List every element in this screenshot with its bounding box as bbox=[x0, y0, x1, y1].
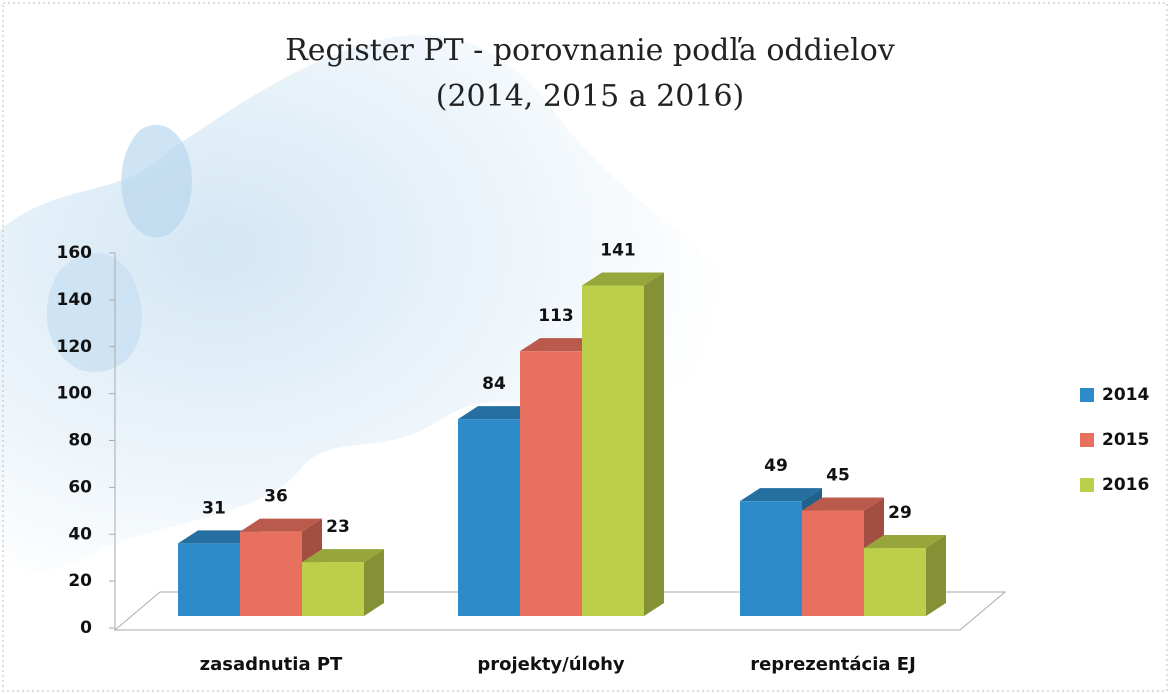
bar bbox=[864, 548, 926, 616]
bar bbox=[740, 501, 802, 616]
bar bbox=[458, 419, 520, 616]
bar-top bbox=[740, 488, 822, 502]
bar-top bbox=[458, 406, 540, 420]
value-label: 84 bbox=[482, 374, 506, 394]
bar bbox=[178, 543, 240, 616]
y-tick-label: 0 bbox=[80, 618, 92, 638]
legend-label: 2016 bbox=[1102, 475, 1149, 495]
value-label: 36 bbox=[264, 487, 288, 507]
legend-label: 2014 bbox=[1102, 385, 1149, 405]
legend-swatch bbox=[1080, 388, 1094, 402]
y-tick-label: 120 bbox=[57, 337, 93, 357]
value-label: 31 bbox=[202, 498, 226, 518]
bar-top bbox=[582, 272, 664, 286]
y-tick-label: 80 bbox=[68, 431, 92, 451]
value-label: 29 bbox=[888, 503, 912, 523]
bar-side bbox=[364, 549, 384, 616]
chart-subtitle: (2014, 2015 a 2016) bbox=[436, 79, 744, 114]
y-tick-label: 100 bbox=[57, 384, 93, 404]
x-tick-label: zasadnutia PT bbox=[200, 654, 343, 675]
bar bbox=[302, 562, 364, 616]
value-label: 49 bbox=[764, 456, 788, 476]
bar bbox=[520, 351, 582, 616]
bar-top bbox=[240, 518, 322, 532]
value-label: 113 bbox=[538, 306, 574, 326]
y-tick-label: 60 bbox=[68, 477, 92, 497]
bar-side bbox=[926, 535, 946, 616]
y-tick-label: 40 bbox=[68, 524, 92, 544]
map-shape bbox=[46, 253, 142, 372]
bar-top bbox=[302, 549, 384, 563]
chart-title: Register PT - porovnanie podľa oddielov bbox=[285, 33, 895, 68]
y-tick-label: 20 bbox=[68, 571, 92, 591]
value-label: 45 bbox=[826, 466, 850, 486]
bar-top bbox=[520, 338, 602, 352]
bar-top bbox=[178, 530, 260, 544]
map-shape bbox=[121, 124, 192, 238]
bar bbox=[802, 510, 864, 616]
value-label: 141 bbox=[600, 241, 636, 261]
legend-label: 2015 bbox=[1102, 430, 1149, 450]
x-tick-label: reprezentácia EJ bbox=[750, 654, 916, 675]
y-tick-label: 160 bbox=[57, 243, 93, 263]
bar-top bbox=[864, 535, 946, 549]
y-tick-label: 140 bbox=[57, 290, 93, 310]
x-tick-label: projekty/úlohy bbox=[477, 654, 625, 675]
bar bbox=[240, 531, 302, 616]
bar-top bbox=[802, 497, 884, 511]
legend-swatch bbox=[1080, 478, 1094, 492]
value-label: 23 bbox=[326, 517, 350, 537]
legend-swatch bbox=[1080, 433, 1094, 447]
bar-side bbox=[644, 272, 664, 616]
bar bbox=[582, 285, 644, 616]
